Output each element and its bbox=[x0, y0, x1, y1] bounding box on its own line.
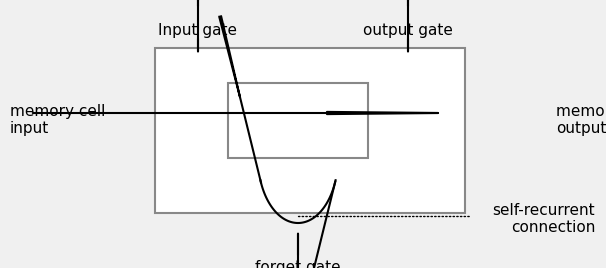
Text: memory cell
output: memory cell output bbox=[556, 104, 606, 136]
Bar bbox=[228, 83, 368, 158]
Text: output gate: output gate bbox=[363, 23, 453, 38]
Text: memory cell
input: memory cell input bbox=[10, 104, 105, 136]
Text: self-recurrent
connection: self-recurrent connection bbox=[492, 203, 595, 235]
Text: Input gate: Input gate bbox=[159, 23, 238, 38]
Text: forget gate: forget gate bbox=[255, 260, 341, 268]
Bar bbox=[155, 48, 465, 213]
